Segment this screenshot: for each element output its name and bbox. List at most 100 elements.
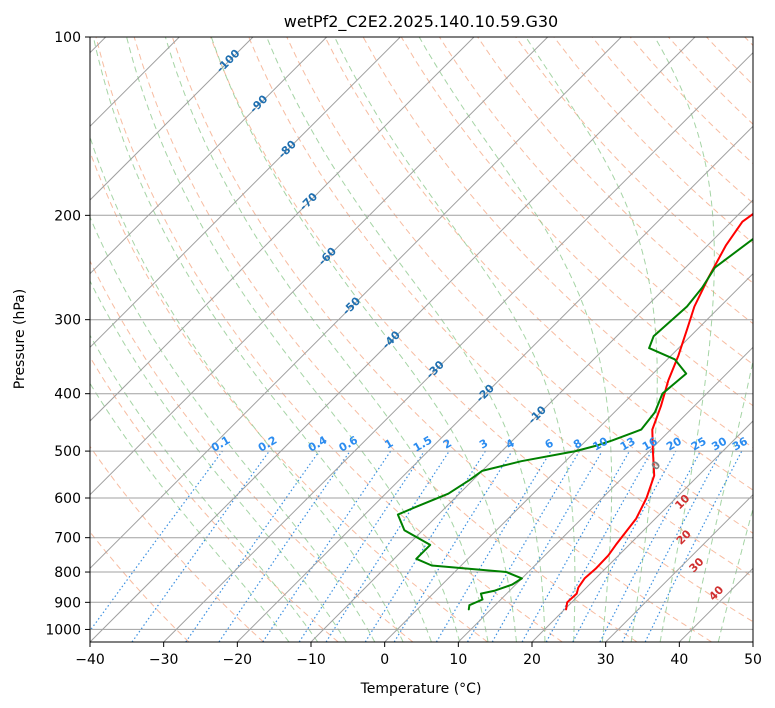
x-tick-label: −40 — [75, 652, 105, 668]
mixing-ratio-lines — [90, 450, 743, 642]
y-tick-label: 500 — [54, 444, 81, 460]
isotherm-gridline — [605, 493, 753, 642]
isotherm-gridline — [90, 37, 328, 275]
y-tick-label: 600 — [54, 491, 81, 507]
x-tick-label: −30 — [149, 652, 179, 668]
moist-adiabat-line — [525, 37, 658, 642]
mixing-ratio-label: 3 — [477, 437, 490, 452]
isotherm-label: -30 — [424, 358, 447, 381]
dry-adiabat-line — [95, 37, 563, 642]
lcl-label: 20 — [674, 527, 694, 547]
x-tick-label: 50 — [744, 652, 762, 668]
isotherm-gridline — [236, 125, 753, 642]
mixing-ratio-label: 4 — [504, 436, 517, 451]
y-axis: 100 200 300 400 500 600 700 800 900 1000 — [45, 30, 90, 638]
isotherm-label: -60 — [316, 245, 339, 268]
dewpoint-profile-line — [396, 237, 753, 611]
isotherm-gridline — [90, 37, 401, 349]
isotherm-gridline — [90, 37, 475, 422]
moist-adiabat-line — [210, 37, 517, 642]
mixing-ratio-line — [262, 450, 392, 642]
moist-adiabat-line — [717, 506, 753, 642]
moist-adiabat-line — [90, 382, 290, 642]
isopleth-labels: 0.1 0.2 0.4 0.6 1 1.5 2 3 4 6 8 10 13 16 20 25 30 36-100-… — [209, 47, 750, 604]
dry-adiabat-line — [248, 37, 753, 578]
dry-adiabat-line — [515, 37, 753, 284]
dry-adiabat-line — [90, 445, 264, 642]
dry-adiabat-line — [90, 531, 190, 642]
moist-adiabat-line — [334, 37, 576, 642]
moist-adiabat-line — [90, 215, 376, 642]
moist-adiabat-line — [266, 37, 546, 642]
isotherm-gridline — [310, 199, 753, 642]
moist-adiabat-line — [126, 37, 461, 642]
temperature-profile-line — [565, 212, 753, 611]
isotherm-gridline — [384, 272, 753, 642]
y-tick-label: 700 — [54, 531, 81, 547]
dry-adiabat-line — [744, 37, 753, 47]
y-tick-label: 200 — [54, 208, 81, 224]
isotherm-gridline — [90, 37, 696, 642]
y-tick-label: 1000 — [45, 622, 81, 638]
data-series — [396, 212, 753, 611]
mixing-ratio-label: 6 — [543, 436, 556, 451]
plot-frame — [89, 36, 754, 643]
isotherm-gridline — [163, 51, 753, 642]
ccl-label: 0 — [649, 458, 664, 473]
isotherm-gridline — [457, 346, 753, 642]
moist-adiabat-line — [418, 37, 613, 642]
x-tick-label: 30 — [597, 652, 615, 668]
y-tick-label: 900 — [54, 595, 81, 611]
mixing-ratio-line — [185, 450, 320, 642]
isotherm-gridline — [90, 37, 622, 570]
moist-adiabat-line — [654, 37, 715, 642]
moist-adiabat-line — [90, 334, 319, 642]
isotherm-gridlines — [90, 37, 753, 642]
x-axis-title: Temperature (°C) — [360, 681, 482, 697]
isotherm-gridline — [531, 420, 753, 642]
mixing-ratio-line — [325, 450, 450, 642]
moist-adiabat-line — [688, 358, 753, 642]
x-tick-label: 0 — [380, 652, 389, 668]
mixing-ratio-line — [545, 450, 653, 642]
x-tick-label: −20 — [223, 652, 253, 668]
mixing-ratio-line — [90, 450, 223, 632]
mixing-ratio-line — [521, 450, 631, 642]
y-tick-label: 100 — [54, 30, 81, 46]
isotherm-gridline — [90, 37, 254, 201]
moist-adiabat-line — [164, 37, 489, 642]
dry-adiabat-line — [706, 37, 753, 86]
dry-adiabat-line — [286, 37, 753, 534]
x-tick-label: 10 — [449, 652, 467, 668]
y-tick-label: 300 — [54, 313, 81, 329]
dry-adiabat-line — [210, 37, 753, 623]
dry-adiabat-line — [324, 37, 753, 491]
dry-adiabat-line — [90, 259, 414, 642]
mixing-ratio-line — [435, 450, 552, 642]
chart-title: wetPf2_C2E2.2025.140.10.59.G30 — [284, 12, 558, 32]
dry-adiabat-line — [90, 356, 339, 642]
x-axis: −40 −30 −20 −10 0 10 20 30 40 50 — [75, 642, 762, 668]
dry-adiabat-line — [171, 37, 712, 642]
mixing-ratio-line — [644, 450, 743, 642]
y-axis-title: Pressure (hPa) — [12, 289, 28, 389]
x-tick-label: 20 — [523, 652, 541, 668]
x-tick-label: −10 — [296, 652, 326, 668]
lcl-label: 40 — [706, 583, 726, 603]
y-tick-label: 800 — [54, 565, 81, 581]
mixing-ratio-line — [393, 450, 513, 642]
mixing-ratio-line — [572, 450, 677, 642]
isotherm-gridline — [678, 567, 753, 642]
x-tick-label: 40 — [670, 652, 688, 668]
isotherm-gridline — [90, 37, 549, 496]
isobar-gridlines — [90, 37, 753, 630]
isotherm-gridline — [752, 641, 753, 642]
mixing-ratio-line — [131, 450, 270, 642]
y-tick-label: 400 — [54, 387, 81, 403]
mixing-ratio-label: 2 — [441, 437, 454, 452]
moist-adiabat-line — [90, 135, 404, 642]
plot-area: 0.1 0.2 0.4 0.6 1 1.5 2 3 4 6 8 10 13 16 20 25 30 36-100-… — [90, 37, 753, 642]
dry-adiabat-line — [477, 37, 753, 325]
moist-adiabat-line — [92, 37, 432, 642]
